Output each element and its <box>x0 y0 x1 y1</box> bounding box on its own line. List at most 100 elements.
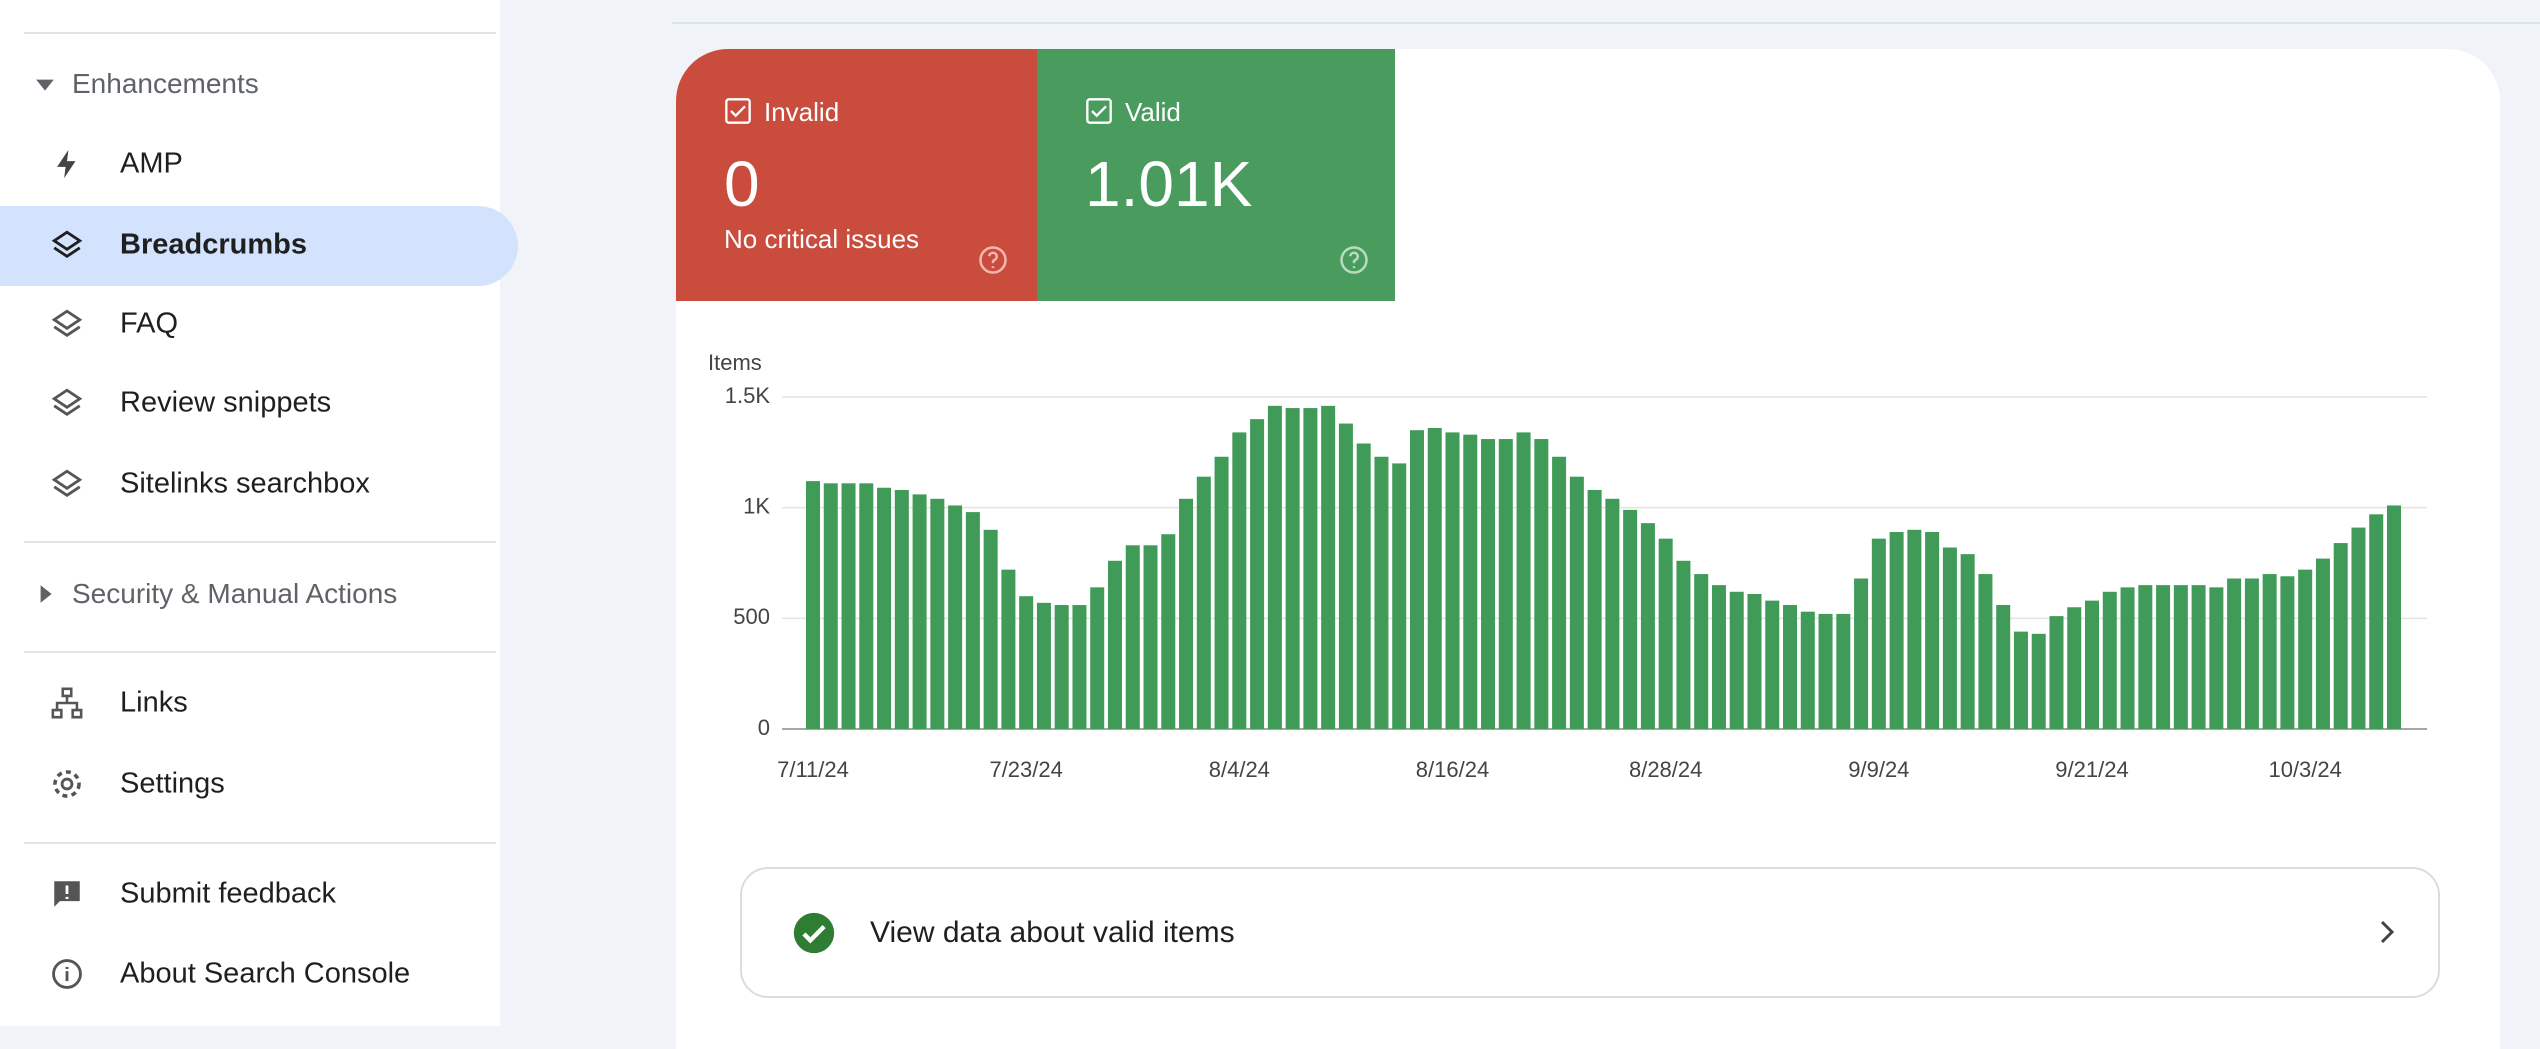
bar <box>1498 439 1513 729</box>
tile-label: Invalid <box>764 97 840 127</box>
bar <box>1836 613 1851 729</box>
bar <box>1409 430 1424 729</box>
checkbox <box>725 98 751 124</box>
nav-item[interactable]: Settings <box>120 767 225 800</box>
bar <box>1854 578 1869 729</box>
bar <box>2209 587 2224 729</box>
nav-item[interactable]: Sitelinks searchbox <box>120 467 370 500</box>
bar <box>1374 456 1389 729</box>
valid-tile[interactable]: Valid 1.01K <box>1037 49 1395 301</box>
bar <box>1871 538 1886 729</box>
y-tick-label: 1K <box>743 493 770 518</box>
nav-item[interactable]: FAQ <box>120 307 179 340</box>
bar <box>2031 633 2046 729</box>
bar <box>1250 419 1265 729</box>
bar <box>2173 585 2188 729</box>
help-icon[interactable] <box>978 245 1008 275</box>
bar <box>1658 538 1673 729</box>
x-tick-label: 8/28/24 <box>1629 757 1702 782</box>
caret <box>40 585 52 603</box>
active-pill <box>0 206 518 286</box>
nav-item[interactable]: Links <box>120 686 188 719</box>
bar <box>2156 585 2171 729</box>
y-axis-label: Items <box>708 350 762 375</box>
bar <box>2120 587 2135 729</box>
bar <box>2369 514 2384 729</box>
nav-item[interactable]: AMP <box>120 147 183 180</box>
button-text: View data about valid items <box>870 916 1235 949</box>
y-tick-label: 0 <box>758 715 770 740</box>
nav-item[interactable]: Breadcrumbs <box>120 228 307 261</box>
x-tick-label: 9/9/24 <box>1848 757 1909 782</box>
bar <box>1569 476 1584 729</box>
bar <box>2298 569 2313 729</box>
bar <box>1765 600 1780 729</box>
tile-value: 0 <box>724 148 760 220</box>
bar <box>965 512 980 729</box>
invalid-tile[interactable]: Invalid 0 No critical issues <box>676 49 1037 301</box>
bar <box>2262 574 2277 729</box>
bar <box>1800 611 1815 729</box>
view-valid-button[interactable]: View data about valid items <box>740 867 2440 998</box>
bar <box>2191 585 2206 729</box>
bar <box>1214 456 1229 729</box>
bar <box>1463 434 1478 729</box>
divider <box>24 842 496 844</box>
check-icon <box>793 912 835 954</box>
bar <box>1978 574 1993 729</box>
bar <box>1161 534 1176 729</box>
nav-item[interactable]: Review snippets <box>120 386 332 419</box>
bar <box>1587 489 1602 729</box>
bar <box>1783 605 1798 729</box>
bar <box>1534 439 1549 729</box>
bar <box>1925 532 1940 729</box>
bar <box>930 498 945 729</box>
bar <box>1267 405 1282 729</box>
section[interactable]: Security & Manual Actions <box>72 578 398 609</box>
bar <box>2387 505 2401 729</box>
bar <box>1090 587 1105 729</box>
divider <box>24 541 496 543</box>
bar <box>2049 616 2064 729</box>
bar <box>859 483 874 729</box>
bar <box>1552 456 1567 729</box>
bar <box>823 483 838 729</box>
divider <box>24 32 496 34</box>
bar <box>1054 605 1069 729</box>
bar <box>2085 600 2100 729</box>
checkbox <box>1086 98 1112 124</box>
help-icon[interactable] <box>1339 245 1369 275</box>
amp-icon <box>57 149 76 179</box>
bar <box>1321 405 1336 729</box>
layers-icon <box>51 230 83 259</box>
bar <box>2102 591 2117 729</box>
divider <box>24 651 496 653</box>
tile-label: Valid <box>1125 97 1181 127</box>
bar <box>2244 578 2259 729</box>
bar <box>912 494 927 729</box>
bar <box>2315 558 2330 729</box>
bar <box>1907 529 1922 729</box>
layers-icon <box>51 309 83 338</box>
links-icon <box>51 687 83 719</box>
bar <box>2067 607 2082 729</box>
nav-item[interactable]: Submit feedback <box>120 877 337 910</box>
x-tick-label: 8/16/24 <box>1416 757 1489 782</box>
x-tick-label: 10/3/24 <box>2268 757 2341 782</box>
bar <box>1392 463 1407 729</box>
nav-item[interactable]: About Search Console <box>120 957 411 990</box>
y-tick-label: 1.5K <box>725 383 771 408</box>
sidebar: Enhancements AMP Breadcrumbs FAQ Review … <box>0 0 518 1026</box>
section[interactable]: Enhancements <box>72 68 259 99</box>
layers-icon <box>51 388 83 417</box>
bar <box>1143 545 1158 729</box>
bar <box>983 529 998 729</box>
bar <box>841 483 856 729</box>
x-tick-label: 7/23/24 <box>989 757 1062 782</box>
bar <box>1356 443 1371 729</box>
bar <box>1694 574 1709 729</box>
bar <box>1818 613 1833 729</box>
layers-icon <box>51 469 83 498</box>
x-tick-label: 8/4/24 <box>1209 757 1270 782</box>
